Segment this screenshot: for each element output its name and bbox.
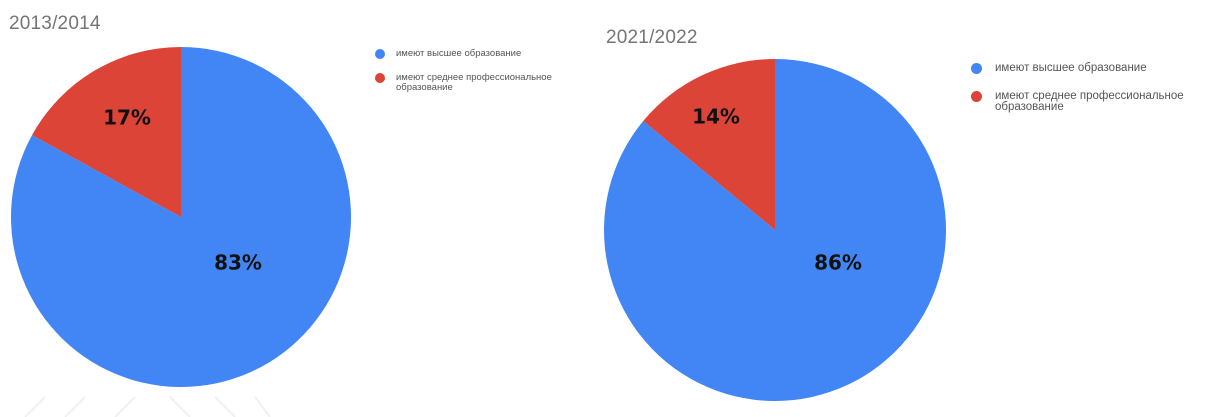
pie-slice-vocational-education (32, 47, 181, 217)
pie-slice-higher-education (10, 47, 351, 388)
slice-percentage-label: 14% (692, 105, 740, 129)
slice-percentage-label: 86% (814, 251, 862, 275)
faint-background-decoration (24, 396, 271, 417)
legend-swatch-red (971, 90, 982, 102)
legend-label: имеют высшее образование (995, 62, 1147, 74)
slice-percentage-label: 83% (214, 251, 262, 275)
pie-plot: 83% 17% (10, 47, 351, 388)
legend-item-higher-education: имеют высшее образование (971, 62, 1215, 75)
pie-chart-2021-2022: 2021/2022 86% 14% имеют высшее образовани… (600, 0, 1215, 417)
pie-chart-2013-2014: 2013/2014 83% 17% имеют высшее образовани… (0, 0, 600, 417)
chart-legend: имеют высшее образование имеют среднее п… (971, 62, 1215, 130)
chart-title: 2021/2022 (606, 27, 698, 48)
chart-title: 2013/2014 (9, 13, 101, 34)
pie-slice-vocational-education (643, 59, 775, 230)
legend-label: имеют высшее образование (396, 48, 522, 59)
legend-item-vocational-education: имеют среднее профессиональное образован… (971, 89, 1215, 114)
legend-label: имеют среднее профессиональное образован… (995, 89, 1184, 113)
pie-plot: 86% 14% (603, 59, 946, 401)
legend-label: имеют среднее профессиональное образован… (396, 72, 552, 93)
legend-swatch-blue (971, 63, 982, 74)
pie-slice-higher-education (603, 59, 946, 401)
legend-swatch-red (375, 73, 385, 83)
slice-percentage-label: 17% (103, 106, 151, 130)
chart-legend: имеют высшее образование имеют среднее п… (375, 49, 586, 106)
legend-swatch-blue (375, 49, 385, 59)
legend-item-vocational-education: имеют среднее профессиональное образован… (375, 73, 586, 92)
legend-item-higher-education: имеют высшее образование (375, 49, 586, 59)
